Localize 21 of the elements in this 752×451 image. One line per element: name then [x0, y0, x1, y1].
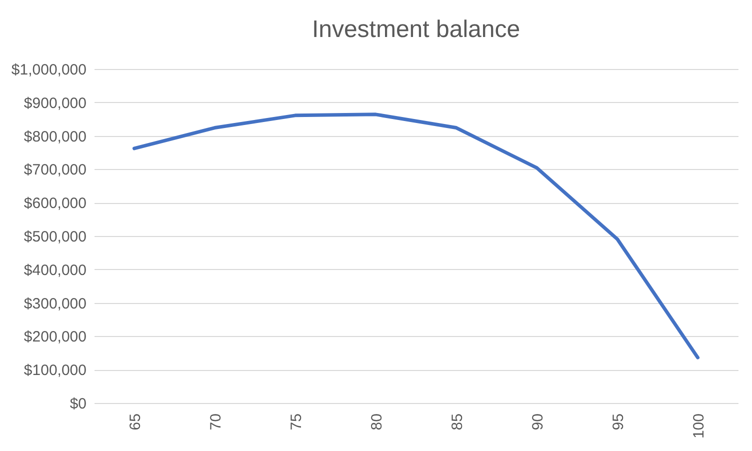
- x-tick-label: 65: [126, 414, 144, 430]
- y-tick-label: $600,000: [24, 195, 86, 212]
- x-tick-label: 85: [448, 414, 466, 430]
- y-tick-label: $700,000: [24, 162, 86, 179]
- chart-title: Investment balance: [312, 16, 520, 43]
- y-tick-label: $500,000: [24, 228, 86, 246]
- y-tick-label: $0: [70, 396, 86, 412]
- x-tick-label: 90: [529, 414, 546, 430]
- y-tick-label: $1,000,000: [11, 62, 86, 78]
- y-tick-label: $300,000: [24, 295, 86, 312]
- x-tick-label: 80: [368, 414, 386, 430]
- x-tick-label: 75: [288, 414, 305, 430]
- y-tick-label: $100,000: [24, 362, 86, 380]
- x-tick-label: 70: [207, 414, 224, 430]
- line-series: [132, 112, 700, 360]
- y-tick-label: $200,000: [24, 328, 86, 346]
- y-tick-label: $400,000: [24, 262, 86, 279]
- x-tick-label: 95: [610, 414, 627, 430]
- y-tick-label: $800,000: [24, 128, 86, 146]
- y-tick-label: $900,000: [24, 94, 86, 112]
- x-tick-label: 100: [690, 414, 708, 439]
